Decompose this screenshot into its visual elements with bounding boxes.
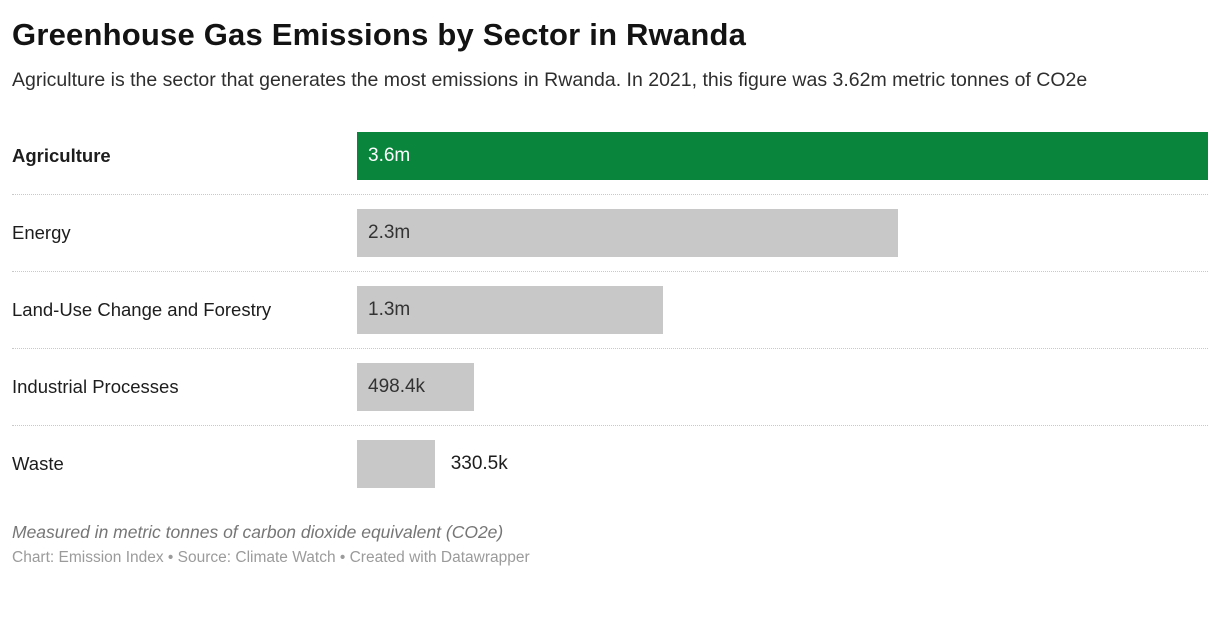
category-label: Agriculture: [12, 145, 111, 167]
value-label: 2.3m: [368, 222, 411, 244]
category-label: Waste: [12, 453, 64, 475]
chart-credit: Chart: Emission Index • Source: Climate …: [12, 549, 530, 567]
bar-row: Energy 2.3m: [12, 194, 1208, 271]
bar-row: Land-Use Change and Forestry 1.3m: [12, 271, 1208, 348]
value-label: 1.3m: [368, 299, 411, 321]
bar-agriculture[interactable]: 3.6m: [357, 132, 1208, 181]
bar-chart: Agriculture 3.6m Energy 2.3m Land-Use Change…: [12, 118, 1208, 502]
category-label: Land-Use Change and Forestry: [12, 299, 272, 321]
category-label: Energy: [12, 222, 71, 244]
category-label: Industrial Processes: [12, 376, 179, 398]
bar-track: 1.3m: [357, 272, 1208, 348]
bar-row: Agriculture 3.6m: [12, 118, 1208, 194]
bar-energy[interactable]: 2.3m: [357, 209, 898, 258]
value-label: 3.6m: [368, 145, 411, 167]
bar-track: 3.6m: [357, 118, 1208, 194]
chart-subtitle: Agriculture is the sector that generates…: [12, 69, 1088, 92]
chart-note: Measured in metric tonnes of carbon diox…: [12, 522, 504, 543]
bar-industrial-processes[interactable]: 498.4k: [357, 363, 475, 412]
value-label: 330.5k: [450, 453, 508, 475]
bar-row: Industrial Processes 498.4k: [12, 348, 1208, 425]
value-label: 498.4k: [368, 376, 426, 398]
bar-land-use-change-and-forestry[interactable]: 1.3m: [357, 286, 663, 335]
bar-row: Waste 330.5k: [12, 425, 1208, 502]
bar-track: 498.4k: [357, 349, 1208, 425]
bar-track: 330.5k: [357, 426, 1208, 502]
bar-track: 2.3m: [357, 195, 1208, 271]
bar-waste[interactable]: [357, 440, 435, 489]
chart-title: Greenhouse Gas Emissions by Sector in Rw…: [12, 17, 747, 52]
